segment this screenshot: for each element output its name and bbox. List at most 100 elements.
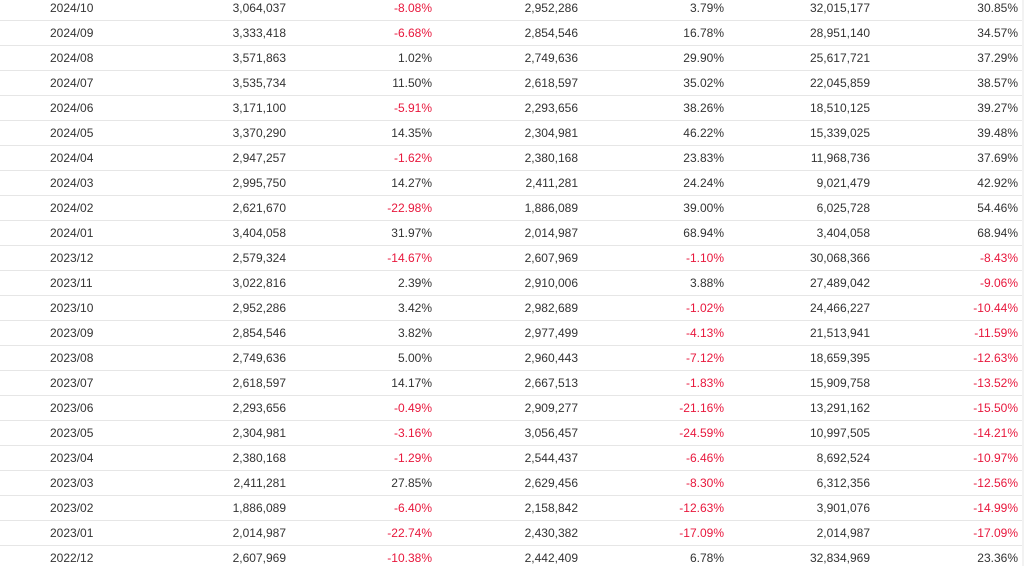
prev-year-value-cell: 2,960,443 — [438, 345, 584, 372]
mom-change-cell: -6.40% — [292, 495, 438, 522]
value-cell: 3,370,290 — [146, 120, 292, 147]
cumulative-value-cell: 18,510,125 — [730, 95, 876, 122]
mom-change-cell: -1.29% — [292, 445, 438, 472]
prev-year-value-cell: 2,749,636 — [438, 45, 584, 72]
value-cell: 2,952,286 — [146, 295, 292, 322]
yoy-change-cell: -1.83% — [584, 370, 730, 397]
value-cell: 3,571,863 — [146, 45, 292, 72]
yoy-change-cell: -6.46% — [584, 445, 730, 472]
value-cell: 2,947,257 — [146, 145, 292, 172]
prev-year-value-cell: 2,442,409 — [438, 545, 584, 566]
mom-change-cell: 3.42% — [292, 295, 438, 322]
yoy-change-cell: -1.10% — [584, 245, 730, 272]
cumulative-value-cell: 18,659,395 — [730, 345, 876, 372]
month-cell: 2023/10 — [0, 295, 146, 322]
mom-change-cell: 14.17% — [292, 370, 438, 397]
prev-year-value-cell: 2,854,546 — [438, 20, 584, 47]
value-cell: 2,380,168 — [146, 445, 292, 472]
cumulative-yoy-cell: -10.97% — [876, 445, 1024, 472]
mom-change-cell: -6.68% — [292, 20, 438, 47]
cumulative-value-cell: 25,617,721 — [730, 45, 876, 72]
prev-year-value-cell: 2,430,382 — [438, 520, 584, 547]
yoy-change-cell: -17.09% — [584, 520, 730, 547]
month-cell: 2024/02 — [0, 195, 146, 222]
cumulative-value-cell: 32,834,969 — [730, 545, 876, 566]
prev-year-value-cell: 1,886,089 — [438, 195, 584, 222]
month-cell: 2023/11 — [0, 270, 146, 297]
cumulative-yoy-cell: 39.48% — [876, 120, 1024, 147]
yoy-change-cell: 3.88% — [584, 270, 730, 297]
scrollbar-track[interactable] — [1022, 0, 1024, 566]
yoy-change-cell: -7.12% — [584, 345, 730, 372]
mom-change-cell: -22.98% — [292, 195, 438, 222]
mom-change-cell: -0.49% — [292, 395, 438, 422]
month-cell: 2023/12 — [0, 245, 146, 272]
table-row: 2023/02 1,886,089 -6.40% 2,158,842 -12.63% 3,… — [0, 495, 1024, 522]
cumulative-value-cell: 11,968,736 — [730, 145, 876, 172]
value-cell: 3,064,037 — [146, 0, 292, 22]
yoy-change-cell: 29.90% — [584, 45, 730, 72]
yoy-change-cell: 35.02% — [584, 70, 730, 97]
cumulative-value-cell: 10,997,505 — [730, 420, 876, 447]
month-cell: 2024/07 — [0, 70, 146, 97]
cumulative-yoy-cell: -11.59% — [876, 320, 1024, 347]
yoy-change-cell: 24.24% — [584, 170, 730, 197]
month-cell: 2023/07 — [0, 370, 146, 397]
cumulative-value-cell: 24,466,227 — [730, 295, 876, 322]
month-cell: 2024/05 — [0, 120, 146, 147]
value-cell: 2,854,546 — [146, 320, 292, 347]
mom-change-cell: 3.82% — [292, 320, 438, 347]
prev-year-value-cell: 3,056,457 — [438, 420, 584, 447]
cumulative-yoy-cell: 68.94% — [876, 220, 1024, 247]
cumulative-value-cell: 22,045,859 — [730, 70, 876, 97]
cumulative-value-cell: 13,291,162 — [730, 395, 876, 422]
month-cell: 2023/01 — [0, 520, 146, 547]
prev-year-value-cell: 2,629,456 — [438, 470, 584, 497]
mom-change-cell: 31.97% — [292, 220, 438, 247]
table-row: 2023/08 2,749,636 5.00% 2,960,443 -7.12% 18,6… — [0, 345, 1024, 372]
value-cell: 3,535,734 — [146, 70, 292, 97]
table-row: 2024/05 3,370,290 14.35% 2,304,981 46.22% 15,… — [0, 120, 1024, 147]
month-cell: 2024/04 — [0, 145, 146, 172]
yoy-change-cell: -12.63% — [584, 495, 730, 522]
mom-change-cell: -1.62% — [292, 145, 438, 172]
cumulative-yoy-cell: -17.09% — [876, 520, 1024, 547]
mom-change-cell: 5.00% — [292, 345, 438, 372]
cumulative-yoy-cell: 23.36% — [876, 545, 1024, 566]
cumulative-yoy-cell: 39.27% — [876, 95, 1024, 122]
prev-year-value-cell: 2,977,499 — [438, 320, 584, 347]
cumulative-yoy-cell: -15.50% — [876, 395, 1024, 422]
value-cell: 2,304,981 — [146, 420, 292, 447]
value-cell: 2,621,670 — [146, 195, 292, 222]
value-cell: 2,411,281 — [146, 470, 292, 497]
month-cell: 2023/05 — [0, 420, 146, 447]
table-row: 2023/07 2,618,597 14.17% 2,667,513 -1.83% 15,… — [0, 370, 1024, 397]
value-cell: 3,404,058 — [146, 220, 292, 247]
cumulative-value-cell: 30,068,366 — [730, 245, 876, 272]
value-cell: 2,579,324 — [146, 245, 292, 272]
prev-year-value-cell: 2,982,689 — [438, 295, 584, 322]
mom-change-cell: -3.16% — [292, 420, 438, 447]
value-cell: 3,333,418 — [146, 20, 292, 47]
prev-year-value-cell: 2,380,168 — [438, 145, 584, 172]
yoy-change-cell: -1.02% — [584, 295, 730, 322]
cumulative-yoy-cell: -12.56% — [876, 470, 1024, 497]
yoy-change-cell: 6.78% — [584, 545, 730, 566]
cumulative-value-cell: 6,025,728 — [730, 195, 876, 222]
month-cell: 2024/06 — [0, 95, 146, 122]
month-cell: 2024/01 — [0, 220, 146, 247]
yoy-change-cell: 3.79% — [584, 0, 730, 22]
mom-change-cell: 27.85% — [292, 470, 438, 497]
month-cell: 2022/12 — [0, 545, 146, 566]
month-cell: 2023/06 — [0, 395, 146, 422]
table-row: 2023/09 2,854,546 3.82% 2,977,499 -4.13% 21,5… — [0, 320, 1024, 347]
yoy-change-cell: 23.83% — [584, 145, 730, 172]
prev-year-value-cell: 2,158,842 — [438, 495, 584, 522]
cumulative-value-cell: 8,692,524 — [730, 445, 876, 472]
prev-year-value-cell: 2,411,281 — [438, 170, 584, 197]
cumulative-value-cell: 3,404,058 — [730, 220, 876, 247]
mom-change-cell: 14.35% — [292, 120, 438, 147]
cumulative-value-cell: 15,909,758 — [730, 370, 876, 397]
